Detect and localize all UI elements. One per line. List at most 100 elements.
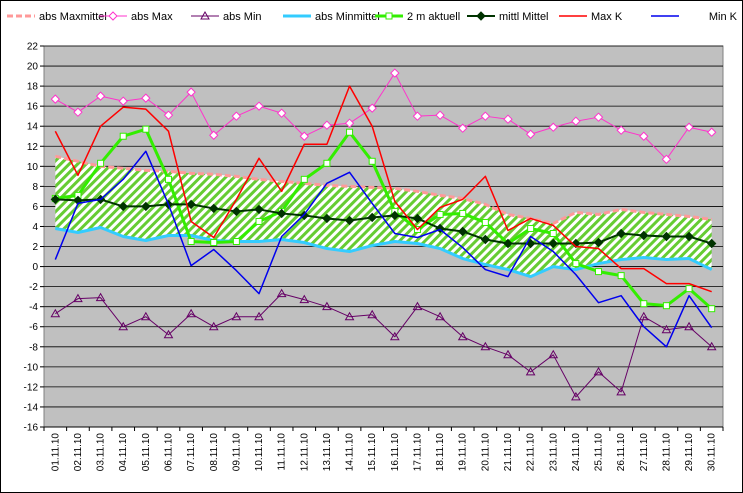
data-point bbox=[503, 114, 513, 124]
data-point bbox=[527, 224, 535, 232]
legend-marker bbox=[385, 12, 393, 20]
data-point bbox=[300, 175, 308, 183]
y-tick-label: -14 bbox=[24, 402, 39, 413]
data-point bbox=[186, 87, 196, 97]
data-point bbox=[73, 107, 83, 117]
data-point bbox=[549, 229, 557, 237]
series-1 bbox=[50, 68, 717, 165]
data-point bbox=[299, 294, 310, 304]
data-point bbox=[141, 201, 151, 212]
data-point bbox=[706, 127, 717, 137]
data-point bbox=[639, 230, 649, 241]
data-point bbox=[435, 110, 445, 120]
legend-item: abs Maxmittel bbox=[7, 11, 107, 23]
data-point bbox=[276, 208, 287, 219]
x-tick-label: 24.11.10 bbox=[571, 433, 582, 472]
x-tick-label: 16.11.10 bbox=[390, 433, 401, 472]
x-tick-label: 09.11.10 bbox=[231, 433, 242, 472]
data-point bbox=[344, 118, 355, 128]
legend-marker bbox=[200, 10, 210, 20]
data-point bbox=[231, 111, 242, 121]
x-tick-label: 10.11.10 bbox=[254, 433, 265, 472]
data-point bbox=[163, 110, 174, 120]
legend-item: mittl Mittel bbox=[467, 11, 549, 23]
y-tick-label: 2 bbox=[32, 242, 38, 253]
legend-marker bbox=[108, 11, 118, 21]
data-point bbox=[368, 157, 376, 165]
data-point bbox=[140, 311, 151, 321]
y-tick-label: 6 bbox=[32, 202, 38, 213]
data-point bbox=[525, 129, 536, 139]
legend-label: 2 m aktuell bbox=[407, 11, 460, 23]
data-point bbox=[457, 331, 468, 341]
data-point bbox=[480, 234, 491, 245]
series-4 bbox=[51, 125, 716, 313]
data-point bbox=[254, 311, 264, 321]
data-point bbox=[367, 309, 378, 319]
data-point bbox=[685, 285, 693, 293]
legend-label: abs Minmittel bbox=[315, 11, 380, 23]
y-tick-label: -6 bbox=[29, 322, 38, 333]
data-point bbox=[548, 122, 558, 132]
x-tick-label: 08.11.10 bbox=[209, 433, 220, 472]
legend-label: mittl Mittel bbox=[499, 11, 549, 23]
y-tick-label: -12 bbox=[24, 382, 39, 393]
data-point bbox=[503, 238, 513, 249]
series-2 bbox=[50, 288, 717, 401]
data-point bbox=[255, 217, 263, 225]
data-point bbox=[186, 308, 196, 318]
x-tick-label: 17.11.10 bbox=[412, 433, 423, 472]
data-point bbox=[661, 154, 672, 165]
data-point bbox=[95, 91, 106, 101]
series-3 bbox=[55, 225, 713, 279]
data-point bbox=[276, 108, 287, 118]
legend: abs Maxmittel abs Max abs Min abs Minmittel… bbox=[7, 10, 738, 23]
data-point bbox=[616, 125, 626, 135]
x-tick-label: 07.11.10 bbox=[186, 433, 197, 472]
x-tick-label: 06.11.10 bbox=[163, 433, 174, 472]
data-point bbox=[164, 175, 172, 183]
x-tick-label: 11.11.10 bbox=[277, 433, 288, 471]
data-point bbox=[142, 125, 150, 133]
data-point bbox=[525, 366, 536, 376]
data-point bbox=[163, 329, 174, 339]
x-tick-label: 25.11.10 bbox=[594, 433, 605, 472]
legend-label: abs Max bbox=[131, 11, 173, 23]
series-line bbox=[55, 225, 713, 279]
data-point bbox=[209, 130, 219, 140]
data-point bbox=[435, 311, 445, 321]
data-point bbox=[50, 94, 61, 104]
data-point bbox=[389, 331, 400, 341]
data-point bbox=[571, 116, 581, 126]
y-tick-label: 8 bbox=[32, 182, 38, 193]
data-point bbox=[661, 231, 672, 242]
data-point bbox=[706, 341, 717, 351]
y-tick-label: 18 bbox=[27, 82, 39, 93]
x-tick-label: 13.11.10 bbox=[322, 433, 333, 472]
data-point bbox=[322, 213, 332, 224]
data-point bbox=[572, 260, 580, 268]
data-point bbox=[254, 204, 264, 215]
x-tick-label: 04.11.10 bbox=[118, 433, 129, 472]
legend-item: Min K bbox=[651, 11, 738, 23]
data-point bbox=[344, 215, 355, 226]
y-tick-label: 0 bbox=[32, 262, 38, 273]
x-tick-label: 18.11.10 bbox=[435, 433, 446, 472]
x-tick-label: 21.11.10 bbox=[503, 433, 514, 472]
x-axis: 01.11.10 02.11.10 03.11.10 04.11.10 05.11.10… bbox=[43, 426, 724, 472]
x-tick-label: 30.11.10 bbox=[707, 433, 718, 472]
series-line bbox=[54, 150, 713, 348]
data-point bbox=[141, 93, 151, 103]
data-point bbox=[639, 131, 649, 141]
data-point bbox=[210, 239, 218, 247]
data-point bbox=[50, 194, 61, 205]
data-point bbox=[616, 386, 627, 396]
x-tick-label: 20.11.10 bbox=[480, 433, 491, 472]
x-tick-label: 12.11.10 bbox=[299, 433, 310, 472]
data-point bbox=[481, 218, 489, 226]
legend-item: abs Max bbox=[99, 11, 173, 23]
data-point bbox=[367, 103, 377, 113]
legend-label: abs Maxmittel bbox=[39, 11, 107, 23]
data-point bbox=[231, 206, 242, 217]
